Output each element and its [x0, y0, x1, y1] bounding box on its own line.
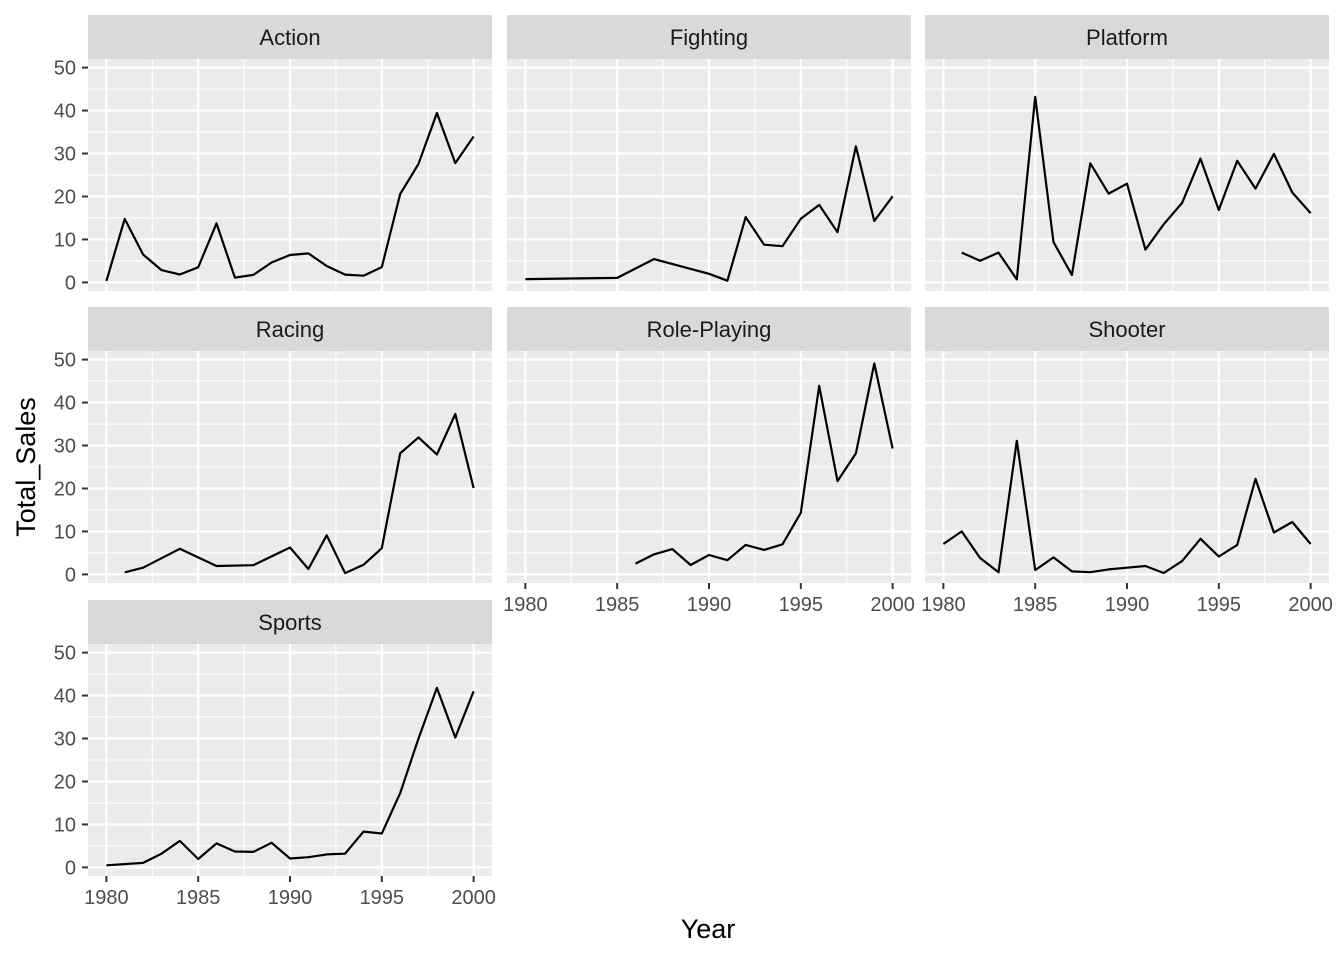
facet-strip	[925, 15, 1329, 59]
facet-strip	[88, 600, 492, 644]
x-tick-label: 1985	[176, 887, 221, 909]
facet-strip-label: Shooter	[1088, 317, 1165, 342]
x-tick-label: 1980	[921, 594, 966, 616]
y-tick-label: 30	[54, 144, 76, 166]
facet-fighting: Fighting	[507, 15, 911, 291]
x-tick-label: 2000	[1288, 594, 1333, 616]
facet-strip-label: Sports	[258, 610, 322, 635]
series-line-fighting	[525, 145, 894, 282]
facet-strip	[88, 15, 492, 59]
series-line-platform	[961, 95, 1312, 281]
facet-strip-label: Fighting	[670, 25, 748, 50]
y-tick-label: 10	[54, 521, 76, 543]
x-tick-label: 1995	[779, 594, 824, 616]
facet-role-playing: Role-Playing 1980 1985 1990 1995 2000	[503, 307, 915, 616]
y-tick-label: 50	[54, 350, 76, 372]
facet-strip-label: Racing	[256, 317, 324, 342]
facet-racing: Racing 0 10 20 30 40 50	[54, 307, 492, 586]
x-tick-label: 1980	[503, 594, 548, 616]
facet-strip-label: Action	[259, 25, 320, 50]
y-tick-label: 10	[54, 814, 76, 836]
facet-strip	[507, 307, 911, 351]
x-tick-label: 1990	[1105, 594, 1150, 616]
series-line-shooter	[942, 439, 1312, 575]
y-tick-label: 40	[54, 393, 76, 415]
series-line-racing	[124, 412, 475, 575]
y-tick-label: 0	[65, 857, 76, 879]
y-tick-label: 20	[54, 771, 76, 793]
series-line-action	[105, 111, 475, 282]
y-axis-title: Total_Sales	[11, 397, 41, 537]
y-tick-label: 0	[65, 564, 76, 586]
series-line-role-playing	[635, 362, 894, 567]
y-tick-label: 10	[54, 229, 76, 251]
series-line-sports	[106, 686, 475, 867]
facet-sports: Sports 0 10 20 30 40 50 1980 1985 1990 1995 2000	[54, 600, 496, 909]
x-tick-label: 1980	[84, 887, 129, 909]
x-tick-label: 2000	[451, 887, 496, 909]
y-tick-label: 30	[54, 436, 76, 458]
facet-action: Action 0 10 20 30 40 50	[54, 15, 492, 294]
x-tick-label: 1995	[1197, 594, 1242, 616]
facet-panels: Action 0 10 20 30 40 50 Fighting Platform Racing 0…	[54, 15, 1333, 909]
x-tick-label: 1990	[268, 887, 313, 909]
facet-strip	[88, 307, 492, 351]
facet-strip	[507, 15, 911, 59]
x-tick-label: 1995	[360, 887, 405, 909]
facet-strip-label: Platform	[1086, 25, 1168, 50]
x-axis-title: Year	[681, 914, 736, 944]
x-tick-label: 1985	[595, 594, 640, 616]
y-tick-label: 40	[54, 686, 76, 708]
facet-strip	[925, 307, 1329, 351]
facet-shooter: Shooter 1980 1985 1990 1995 2000	[921, 307, 1333, 616]
y-tick-label: 20	[54, 478, 76, 500]
y-tick-label: 30	[54, 729, 76, 751]
x-tick-label: 2000	[870, 594, 915, 616]
y-tick-label: 0	[65, 272, 76, 294]
y-tick-label: 50	[54, 643, 76, 665]
x-tick-label: 1985	[1013, 594, 1058, 616]
facet-platform: Platform	[925, 15, 1329, 291]
x-tick-label: 1990	[687, 594, 732, 616]
y-tick-label: 50	[54, 58, 76, 80]
y-tick-label: 20	[54, 186, 76, 208]
y-tick-label: 40	[54, 101, 76, 123]
facet-strip-label: Role-Playing	[647, 317, 772, 342]
